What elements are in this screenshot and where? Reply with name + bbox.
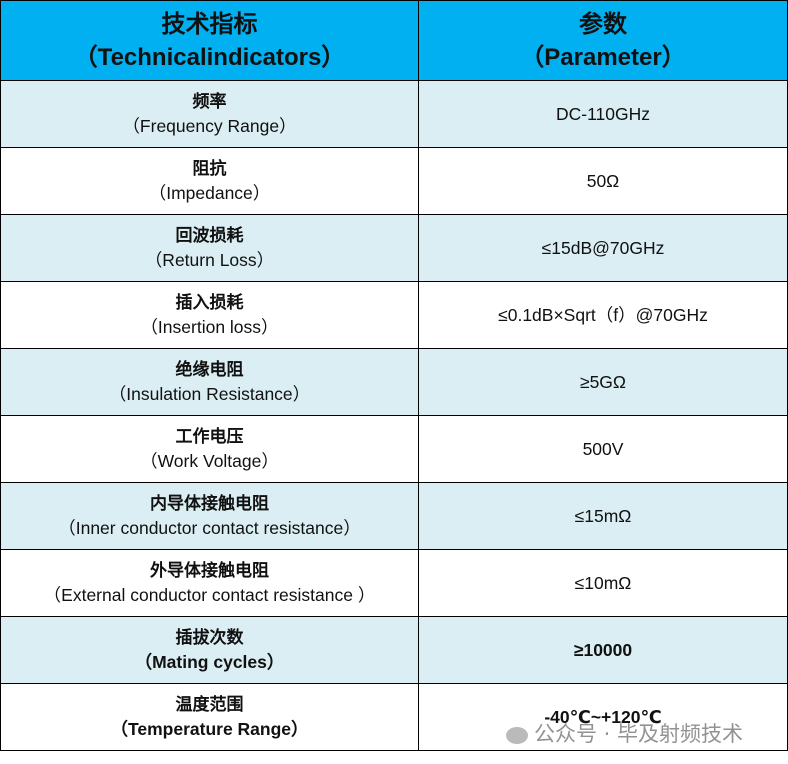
spec-name-en: （Inner conductor contact resistance）	[58, 518, 361, 538]
spec-name-cn: 回波损耗	[175, 226, 244, 246]
value-cell: ≤0.1dB×Sqrt（f）@70GHz	[418, 281, 788, 349]
spec-name-cn: 阻抗	[192, 159, 227, 179]
header-subtitle: （Technicalindicators）	[73, 43, 346, 71]
spec-cell: 温度范围 （Temperature Range）	[0, 683, 419, 751]
watermark: 公众号 · 毕及射频技术	[506, 718, 743, 748]
value-cell: DC-110GHz	[418, 80, 788, 148]
table-row: 插拔次数 （Mating cycles） ≥10000	[0, 616, 788, 684]
spec-name-en: （Insulation Resistance）	[108, 384, 311, 404]
spec-name-en: （Temperature Range）	[110, 719, 309, 739]
table-row: 插入损耗 （Insertion loss） ≤0.1dB×Sqrt（f）@70GHz	[0, 281, 788, 349]
spec-name-en: （Return Loss）	[144, 250, 275, 270]
watermark-text: 公众号 · 毕及射频技术	[534, 722, 744, 746]
table-body: 频率 （Frequency Range） DC-110GHz 阻抗 （Impedance…	[0, 80, 788, 751]
spec-name-cn: 插拔次数	[175, 628, 244, 648]
spec-name-cn: 插入损耗	[175, 293, 244, 313]
header-title: 参数	[579, 10, 627, 38]
header-row: 技术指标 （Technicalindicators） 参数 （Parameter）	[0, 0, 788, 81]
spec-name-cn: 内导体接触电阻	[150, 494, 269, 514]
header-title: 技术指标	[161, 10, 258, 38]
spec-name-cn: 外导体接触电阻	[150, 561, 269, 581]
spec-name-cn: 工作电压	[175, 427, 244, 447]
header-subtitle: （Parameter）	[520, 43, 686, 71]
value-cell: ≤15dB@70GHz	[418, 214, 788, 282]
spec-name-en: （Mating cycles）	[134, 652, 285, 672]
spec-cell: 工作电压 （Work Voltage）	[0, 415, 419, 483]
header-cell: 参数 （Parameter）	[418, 0, 788, 81]
spec-name-en: （Work Voltage）	[140, 451, 279, 471]
spec-name-en: （External conductor contact resistance ）	[43, 585, 376, 605]
value-cell: ≥5GΩ	[418, 348, 788, 416]
spec-cell: 插入损耗 （Insertion loss）	[0, 281, 419, 349]
table-row: 绝缘电阻 （Insulation Resistance） ≥5GΩ	[0, 348, 788, 416]
value-cell: ≤15mΩ	[418, 482, 788, 550]
spec-name-cn: 温度范围	[175, 695, 244, 715]
value-cell: ≤10mΩ	[418, 549, 788, 617]
spec-cell: 插拔次数 （Mating cycles）	[0, 616, 419, 684]
table-row: 回波损耗 （Return Loss） ≤15dB@70GHz	[0, 214, 788, 282]
table-row: 工作电压 （Work Voltage） 500V	[0, 415, 788, 483]
spec-cell: 阻抗 （Impedance）	[0, 147, 419, 215]
table-row: 频率 （Frequency Range） DC-110GHz	[0, 80, 788, 148]
table-row: 阻抗 （Impedance） 50Ω	[0, 147, 788, 215]
wechat-icon	[506, 726, 528, 744]
spec-cell: 绝缘电阻 （Insulation Resistance）	[0, 348, 419, 416]
value-cell: 500V	[418, 415, 788, 483]
header-cell: 技术指标 （Technicalindicators）	[0, 0, 419, 81]
spec-cell: 外导体接触电阻 （External conductor contact resis…	[0, 549, 419, 617]
value-cell: 50Ω	[418, 147, 788, 215]
spec-name-cn: 频率	[192, 92, 227, 112]
spec-cell: 回波损耗 （Return Loss）	[0, 214, 419, 282]
value-cell: ≥10000	[418, 616, 788, 684]
spec-name-cn: 绝缘电阻	[175, 360, 244, 380]
spec-cell: 内导体接触电阻 （Inner conductor contact resistan…	[0, 482, 419, 550]
table-row: 外导体接触电阻 （External conductor contact resis…	[0, 549, 788, 617]
table-row: 内导体接触电阻 （Inner conductor contact resistan…	[0, 482, 788, 550]
value-cell: -40℃~+120℃	[418, 683, 788, 751]
spec-name-en: （Insertion loss）	[140, 317, 279, 337]
spec-cell: 频率 （Frequency Range）	[0, 80, 419, 148]
table-row: 温度范围 （Temperature Range） -40℃~+120℃	[0, 683, 788, 751]
spec-name-en: （Frequency Range）	[122, 116, 297, 136]
spec-name-en: （Impedance）	[148, 183, 271, 203]
